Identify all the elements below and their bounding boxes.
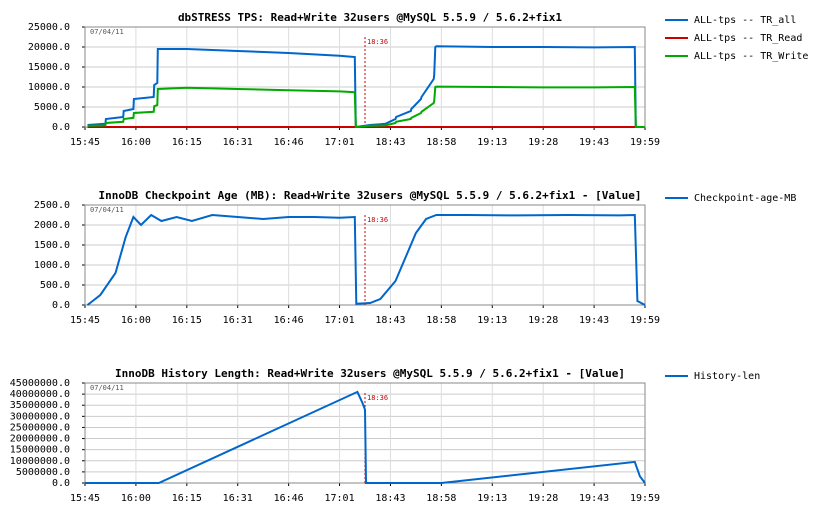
x-tick-label: 16:31 (223, 315, 253, 326)
y-tick-label: 0.0 (52, 478, 70, 489)
x-tick-label: 17:01 (324, 137, 354, 148)
x-tick-label: 15:45 (70, 315, 100, 326)
date-label: 07/04/11 (90, 384, 124, 392)
y-tick-label: 500.0 (40, 280, 70, 291)
x-tick-label: 16:15 (172, 137, 202, 148)
x-tick-label: 16:15 (172, 315, 202, 326)
x-tick-label: 16:31 (223, 137, 253, 148)
y-tick-label: 0.0 (52, 300, 70, 311)
x-tick-label: 19:43 (579, 493, 609, 504)
x-tick-label: 18:43 (375, 315, 405, 326)
x-tick-label: 16:15 (172, 493, 202, 504)
x-tick-label: 19:13 (477, 493, 507, 504)
x-tick-label: 15:45 (70, 137, 100, 148)
x-tick-label: 16:00 (121, 493, 151, 504)
x-tick-label: 16:00 (121, 315, 151, 326)
y-tick-label: 40000000.0 (10, 389, 70, 400)
x-tick-label: 19:59 (630, 315, 660, 326)
x-tick-label: 16:00 (121, 137, 151, 148)
y-tick-label: 0.0 (52, 122, 70, 133)
marker-label: 18:36 (367, 38, 388, 46)
x-tick-label: 17:01 (324, 493, 354, 504)
legend-label: ALL-tps -- TR_Write (694, 51, 808, 62)
legend-label: History-len (694, 371, 760, 382)
x-tick-label: 19:28 (528, 493, 558, 504)
y-tick-label: 20000.0 (28, 42, 70, 53)
marker-label: 18:36 (367, 216, 388, 224)
x-tick-label: 18:58 (426, 493, 456, 504)
series-line (86, 213, 646, 306)
x-tick-label: 18:43 (375, 137, 405, 148)
y-tick-label: 20000000.0 (10, 434, 70, 445)
legend-label: Checkpoint-age-MB (694, 193, 796, 204)
y-tick-label: 2000.0 (34, 220, 70, 231)
x-tick-label: 16:46 (274, 137, 304, 148)
legend-label: ALL-tps -- TR_Read (694, 33, 802, 44)
marker-label: 18:36 (367, 394, 388, 402)
y-tick-label: 25000.0 (28, 22, 70, 33)
y-tick-label: 5000000.0 (16, 467, 70, 478)
x-tick-label: 18:43 (375, 493, 405, 504)
x-tick-label: 17:01 (324, 315, 354, 326)
date-label: 07/04/11 (90, 206, 124, 214)
x-tick-label: 19:13 (477, 315, 507, 326)
date-label: 07/04/11 (90, 28, 124, 36)
x-tick-label: 15:45 (70, 493, 100, 504)
x-tick-label: 19:28 (528, 137, 558, 148)
x-tick-label: 19:28 (528, 315, 558, 326)
x-tick-label: 16:46 (274, 493, 304, 504)
y-tick-label: 10000.0 (28, 82, 70, 93)
x-tick-label: 19:59 (630, 137, 660, 148)
y-tick-label: 45000000.0 (10, 378, 70, 389)
x-tick-label: 19:59 (630, 493, 660, 504)
y-tick-label: 10000000.0 (10, 456, 70, 467)
y-tick-label: 35000000.0 (10, 400, 70, 411)
chart-title: dbSTRESS TPS: Read+Write 32users @MySQL … (178, 11, 562, 24)
x-tick-label: 19:43 (579, 137, 609, 148)
x-tick-label: 18:58 (426, 137, 456, 148)
y-tick-label: 5000.0 (34, 102, 70, 113)
series-line (87, 85, 645, 129)
chart-title: InnoDB Checkpoint Age (MB): Read+Write 3… (98, 189, 641, 202)
chart-title: InnoDB History Length: Read+Write 32user… (115, 367, 625, 380)
legend-label: ALL-tps -- TR_all (694, 15, 796, 26)
y-tick-label: 15000.0 (28, 62, 70, 73)
x-tick-label: 19:13 (477, 137, 507, 148)
y-tick-label: 30000000.0 (10, 411, 70, 422)
y-tick-label: 2500.0 (34, 200, 70, 211)
x-tick-label: 16:46 (274, 315, 304, 326)
y-tick-label: 1500.0 (34, 240, 70, 251)
x-tick-label: 16:31 (223, 493, 253, 504)
series-line (85, 390, 646, 484)
x-tick-label: 18:58 (426, 315, 456, 326)
y-tick-label: 1000.0 (34, 260, 70, 271)
y-tick-label: 25000000.0 (10, 422, 70, 433)
y-tick-label: 15000000.0 (10, 445, 70, 456)
x-tick-label: 19:43 (579, 315, 609, 326)
